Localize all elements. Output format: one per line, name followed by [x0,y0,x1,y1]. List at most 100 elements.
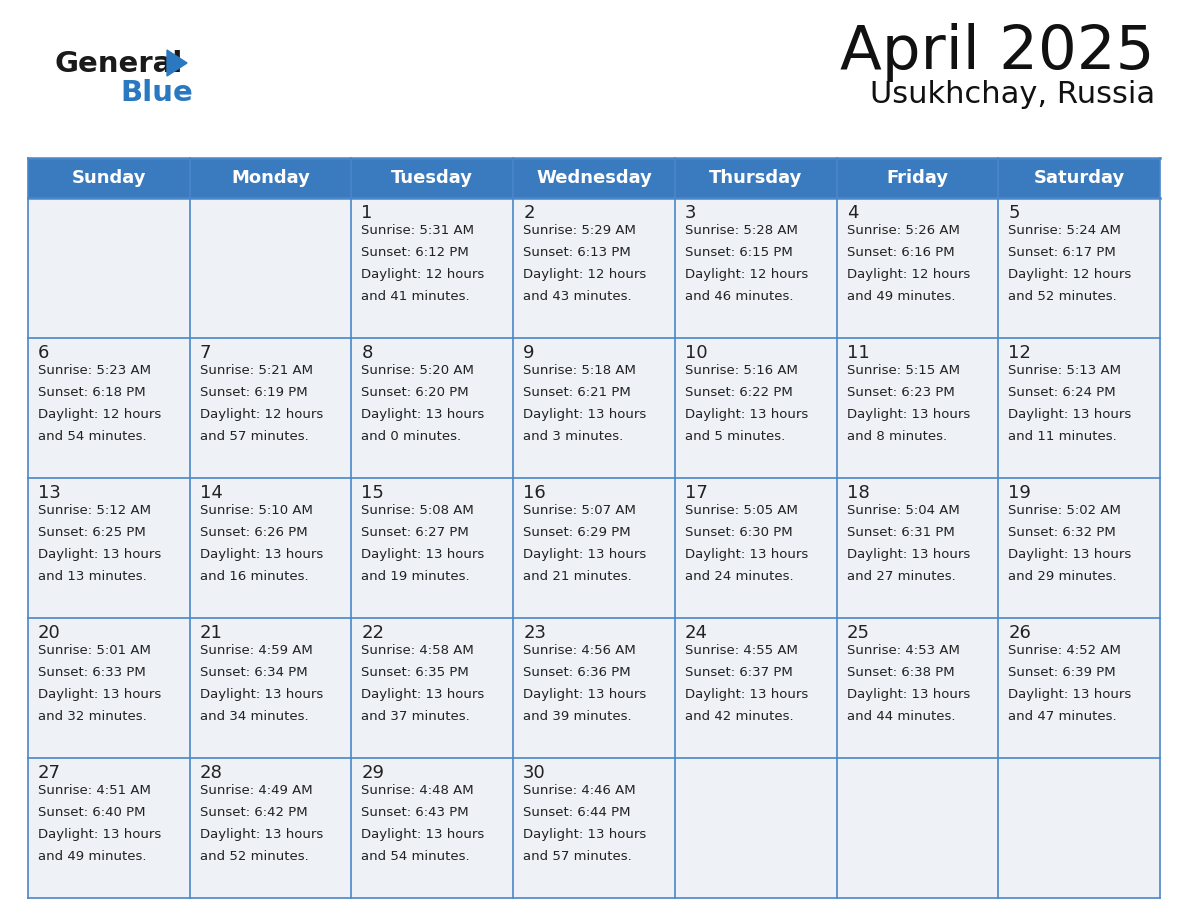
Text: and 24 minutes.: and 24 minutes. [684,570,794,583]
Text: and 29 minutes.: and 29 minutes. [1009,570,1117,583]
Text: and 42 minutes.: and 42 minutes. [684,711,794,723]
Text: Sunset: 6:42 PM: Sunset: 6:42 PM [200,806,308,819]
Text: Thursday: Thursday [709,169,802,187]
Bar [29,158,1159,198]
Text: and 27 minutes.: and 27 minutes. [847,570,955,583]
Text: 8: 8 [361,344,373,362]
Text: Tuesday: Tuesday [391,169,473,187]
Text: Daylight: 13 hours: Daylight: 13 hours [38,548,162,561]
Text: Daylight: 13 hours: Daylight: 13 hours [523,828,646,841]
Text: Sunrise: 5:23 AM: Sunrise: 5:23 AM [38,364,151,377]
Text: 18: 18 [847,484,870,502]
Text: and 57 minutes.: and 57 minutes. [200,431,309,443]
Polygon shape [168,50,187,76]
Text: Daylight: 13 hours: Daylight: 13 hours [523,688,646,701]
Text: Sunset: 6:15 PM: Sunset: 6:15 PM [684,246,792,259]
Text: and 47 minutes.: and 47 minutes. [1009,711,1117,723]
Text: and 19 minutes.: and 19 minutes. [361,570,470,583]
Text: 2: 2 [523,204,535,222]
Text: Daylight: 13 hours: Daylight: 13 hours [523,548,646,561]
Text: 24: 24 [684,624,708,642]
Text: and 57 minutes.: and 57 minutes. [523,850,632,863]
Text: Sunrise: 4:56 AM: Sunrise: 4:56 AM [523,644,636,657]
Text: Sunset: 6:19 PM: Sunset: 6:19 PM [200,386,308,399]
Text: Sunrise: 5:15 AM: Sunrise: 5:15 AM [847,364,960,377]
Text: Sunset: 6:36 PM: Sunset: 6:36 PM [523,666,631,679]
Text: Blue: Blue [120,79,192,107]
Text: Sunset: 6:26 PM: Sunset: 6:26 PM [200,526,308,539]
Text: Daylight: 12 hours: Daylight: 12 hours [200,409,323,421]
Text: Sunset: 6:33 PM: Sunset: 6:33 PM [38,666,146,679]
Text: Sunset: 6:24 PM: Sunset: 6:24 PM [1009,386,1116,399]
Text: 10: 10 [684,344,708,362]
Text: 25: 25 [847,624,870,642]
Text: Saturday: Saturday [1034,169,1125,187]
Text: 22: 22 [361,624,385,642]
Text: Sunset: 6:29 PM: Sunset: 6:29 PM [523,526,631,539]
Text: Daylight: 12 hours: Daylight: 12 hours [523,268,646,281]
Text: and 46 minutes.: and 46 minutes. [684,290,794,303]
Text: 20: 20 [38,624,61,642]
Text: General: General [55,50,183,78]
Text: Sunrise: 5:29 AM: Sunrise: 5:29 AM [523,224,636,237]
Text: 15: 15 [361,484,384,502]
Text: Sunrise: 4:53 AM: Sunrise: 4:53 AM [847,644,960,657]
Text: 1: 1 [361,204,373,222]
Text: Sunset: 6:22 PM: Sunset: 6:22 PM [684,386,792,399]
Text: Sunset: 6:12 PM: Sunset: 6:12 PM [361,246,469,259]
Text: 13: 13 [38,484,61,502]
Text: Sunrise: 4:52 AM: Sunrise: 4:52 AM [1009,644,1121,657]
Text: and 39 minutes.: and 39 minutes. [523,711,632,723]
Text: Daylight: 13 hours: Daylight: 13 hours [847,409,969,421]
Text: Daylight: 12 hours: Daylight: 12 hours [847,268,969,281]
Text: 21: 21 [200,624,222,642]
Text: 27: 27 [38,764,61,782]
Text: Sunset: 6:43 PM: Sunset: 6:43 PM [361,806,469,819]
Text: and 44 minutes.: and 44 minutes. [847,711,955,723]
Text: Sunset: 6:18 PM: Sunset: 6:18 PM [38,386,146,399]
Text: Sunrise: 4:55 AM: Sunrise: 4:55 AM [684,644,797,657]
Text: Sunrise: 5:21 AM: Sunrise: 5:21 AM [200,364,312,377]
Text: Sunrise: 5:01 AM: Sunrise: 5:01 AM [38,644,151,657]
Text: Sunset: 6:39 PM: Sunset: 6:39 PM [1009,666,1116,679]
Text: and 34 minutes.: and 34 minutes. [200,711,309,723]
Text: Sunrise: 5:08 AM: Sunrise: 5:08 AM [361,504,474,517]
Text: Sunrise: 5:13 AM: Sunrise: 5:13 AM [1009,364,1121,377]
Text: 11: 11 [847,344,870,362]
Text: Daylight: 12 hours: Daylight: 12 hours [361,268,485,281]
Text: Daylight: 13 hours: Daylight: 13 hours [38,828,162,841]
Text: Sunset: 6:27 PM: Sunset: 6:27 PM [361,526,469,539]
Text: Sunset: 6:31 PM: Sunset: 6:31 PM [847,526,954,539]
Text: Sunset: 6:21 PM: Sunset: 6:21 PM [523,386,631,399]
Text: Sunrise: 5:05 AM: Sunrise: 5:05 AM [684,504,797,517]
Text: 7: 7 [200,344,211,362]
Text: 30: 30 [523,764,546,782]
Text: Daylight: 13 hours: Daylight: 13 hours [38,688,162,701]
Text: Daylight: 12 hours: Daylight: 12 hours [38,409,162,421]
Text: 23: 23 [523,624,546,642]
Text: and 32 minutes.: and 32 minutes. [38,711,147,723]
Text: and 11 minutes.: and 11 minutes. [1009,431,1117,443]
Text: Sunrise: 4:51 AM: Sunrise: 4:51 AM [38,784,151,797]
Text: Sunrise: 5:16 AM: Sunrise: 5:16 AM [684,364,797,377]
Text: 4: 4 [847,204,858,222]
Text: April 2025: April 2025 [840,23,1155,82]
Text: Sunset: 6:44 PM: Sunset: 6:44 PM [523,806,631,819]
Text: Sunset: 6:37 PM: Sunset: 6:37 PM [684,666,792,679]
Text: Sunset: 6:34 PM: Sunset: 6:34 PM [200,666,308,679]
Text: Sunrise: 5:24 AM: Sunrise: 5:24 AM [1009,224,1121,237]
Text: Daylight: 13 hours: Daylight: 13 hours [361,548,485,561]
Text: Daylight: 13 hours: Daylight: 13 hours [847,548,969,561]
Text: Sunset: 6:35 PM: Sunset: 6:35 PM [361,666,469,679]
Text: Sunset: 6:32 PM: Sunset: 6:32 PM [1009,526,1116,539]
Text: Sunset: 6:40 PM: Sunset: 6:40 PM [38,806,145,819]
Text: and 13 minutes.: and 13 minutes. [38,570,147,583]
Text: 17: 17 [684,484,708,502]
Text: Sunset: 6:30 PM: Sunset: 6:30 PM [684,526,792,539]
Text: Daylight: 13 hours: Daylight: 13 hours [1009,688,1131,701]
Text: Usukhchay, Russia: Usukhchay, Russia [870,80,1155,109]
Bar [29,758,1159,898]
Text: 12: 12 [1009,344,1031,362]
Text: and 52 minutes.: and 52 minutes. [200,850,309,863]
Text: Daylight: 12 hours: Daylight: 12 hours [1009,268,1131,281]
